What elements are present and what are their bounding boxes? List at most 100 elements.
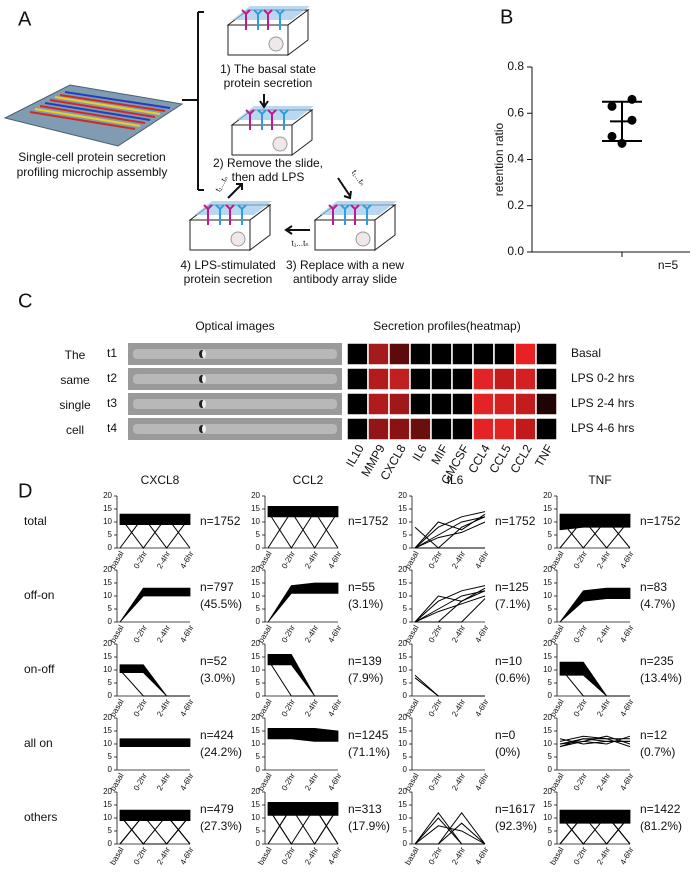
y-tick-label: 15 (543, 652, 552, 661)
y-tick-label: 20 (251, 491, 260, 500)
y-tick-label: 5 (548, 678, 553, 687)
panel-label: A (18, 8, 32, 30)
x-tick-label: 2-4hr (303, 623, 320, 644)
count-label: (3.0%) (200, 671, 235, 685)
y-tick-label: 10 (103, 739, 112, 748)
trace-band (559, 587, 631, 623)
count-label: (13.4%) (640, 671, 682, 685)
heatmap-cell (535, 417, 558, 441)
x-tick-label: 0-2hr (132, 623, 149, 644)
x-tick-label: 2-4hr (155, 771, 172, 792)
y-tick-label: 15 (398, 800, 407, 809)
count-label: n=125 (495, 580, 529, 594)
heatmap-cell (472, 367, 495, 391)
heatmap-cell (409, 417, 432, 441)
heatmap-cell (388, 342, 411, 366)
header: Optical images (195, 319, 274, 333)
y-tick-label: 5 (108, 752, 113, 761)
count-label: n=12 (640, 728, 667, 742)
y-tick-label: 15 (398, 504, 407, 513)
y-tick-label: 20 (398, 713, 407, 722)
trace-band (267, 728, 339, 742)
y-tick-label: 15 (398, 652, 407, 661)
y-tick-label: 0 (548, 765, 553, 774)
column-label: CCL2 (507, 442, 535, 476)
side-label: same (60, 373, 90, 387)
count-label: (24.2%) (200, 745, 242, 759)
trace (414, 677, 485, 697)
cell-halo (202, 425, 206, 433)
heatmap-cell (367, 392, 390, 416)
y-tick-label: 15 (251, 578, 260, 587)
trace-band (267, 802, 339, 816)
trace (414, 590, 486, 623)
y-tick-label: 5 (108, 826, 113, 835)
heatmap-cell (346, 392, 369, 416)
x-tick-label: 2-4hr (595, 623, 612, 644)
step-text: antibody array slide (293, 272, 397, 286)
x-tick-label: 4-6hr (326, 549, 343, 570)
row-label: on-off (24, 662, 55, 676)
x-tick-label: 2-4hr (595, 771, 612, 792)
x-tick-label: 0-2hr (280, 549, 297, 570)
panel-a-art (3, 5, 398, 251)
y-tick-label: 20 (103, 491, 112, 500)
y-tick-label: 15 (251, 652, 260, 661)
x-tick-label: 2-4hr (303, 845, 320, 866)
x-tick-label: 2-4hr (450, 845, 467, 866)
channel (133, 349, 337, 359)
y-tick-label: 5 (256, 752, 261, 761)
x-tick-label: 0-2hr (572, 549, 589, 570)
x-tick-label: 2-4hr (595, 845, 612, 866)
y-tick-label: 15 (251, 800, 260, 809)
y-tick-label: 20 (103, 565, 112, 574)
row-label: t4 (107, 421, 117, 435)
heatmap-cell (346, 367, 369, 391)
heatmap-cell (346, 342, 369, 366)
heatmap-cell (346, 417, 369, 441)
count-label: n=313 (348, 802, 382, 816)
trace (414, 511, 486, 549)
heatmap-cell (493, 367, 516, 391)
y-tick-label: 15 (543, 800, 552, 809)
y-tick-label: 5 (108, 530, 113, 539)
count-label: n=83 (640, 580, 667, 594)
step-text: 1) The basal state (220, 62, 316, 76)
y-tick-label: 20 (543, 639, 552, 648)
heatmap-cell (430, 367, 453, 391)
heatmap-cell (535, 367, 558, 391)
count-label: n=1245 (348, 728, 389, 742)
y-tick-label: 10 (398, 665, 407, 674)
heatmap-cell (535, 342, 558, 366)
count-label: (0.7%) (640, 745, 675, 759)
count-label: (7.1%) (495, 597, 530, 611)
x-tick-label: 4-6hr (618, 771, 635, 792)
count-label: n=139 (348, 654, 382, 668)
x-tick-label: 0-2hr (572, 623, 589, 644)
heatmap-cell (409, 392, 432, 416)
x-tick-label: 4-6hr (618, 845, 635, 866)
count-label: n=1752 (640, 514, 681, 528)
step-text: 4) LPS-stimulated (180, 258, 275, 272)
trace-band (119, 513, 191, 525)
y-tick-label: 15 (103, 726, 112, 735)
count-label: n=479 (200, 802, 234, 816)
count-label: (0%) (495, 745, 520, 759)
y-tick-label: 5 (108, 678, 113, 687)
condition-label: LPS 0-2 hrs (571, 371, 634, 385)
trace (560, 518, 631, 549)
count-label: (27.3%) (200, 819, 242, 833)
count-label: (4.7%) (640, 597, 675, 611)
count-label: (0.6%) (495, 671, 530, 685)
point (627, 94, 637, 104)
count-label: n=235 (640, 654, 674, 668)
annotation: n=5 (658, 258, 679, 272)
heatmap-cell (409, 367, 432, 391)
count-label: (17.9%) (348, 819, 390, 833)
trace (414, 516, 486, 549)
arrow (284, 225, 310, 235)
y-tick-label: 10 (543, 665, 552, 674)
x-tick-label: 0-2hr (280, 697, 297, 718)
x-tick-label: 4-6hr (178, 771, 195, 792)
column-label: IL6 (409, 442, 430, 464)
